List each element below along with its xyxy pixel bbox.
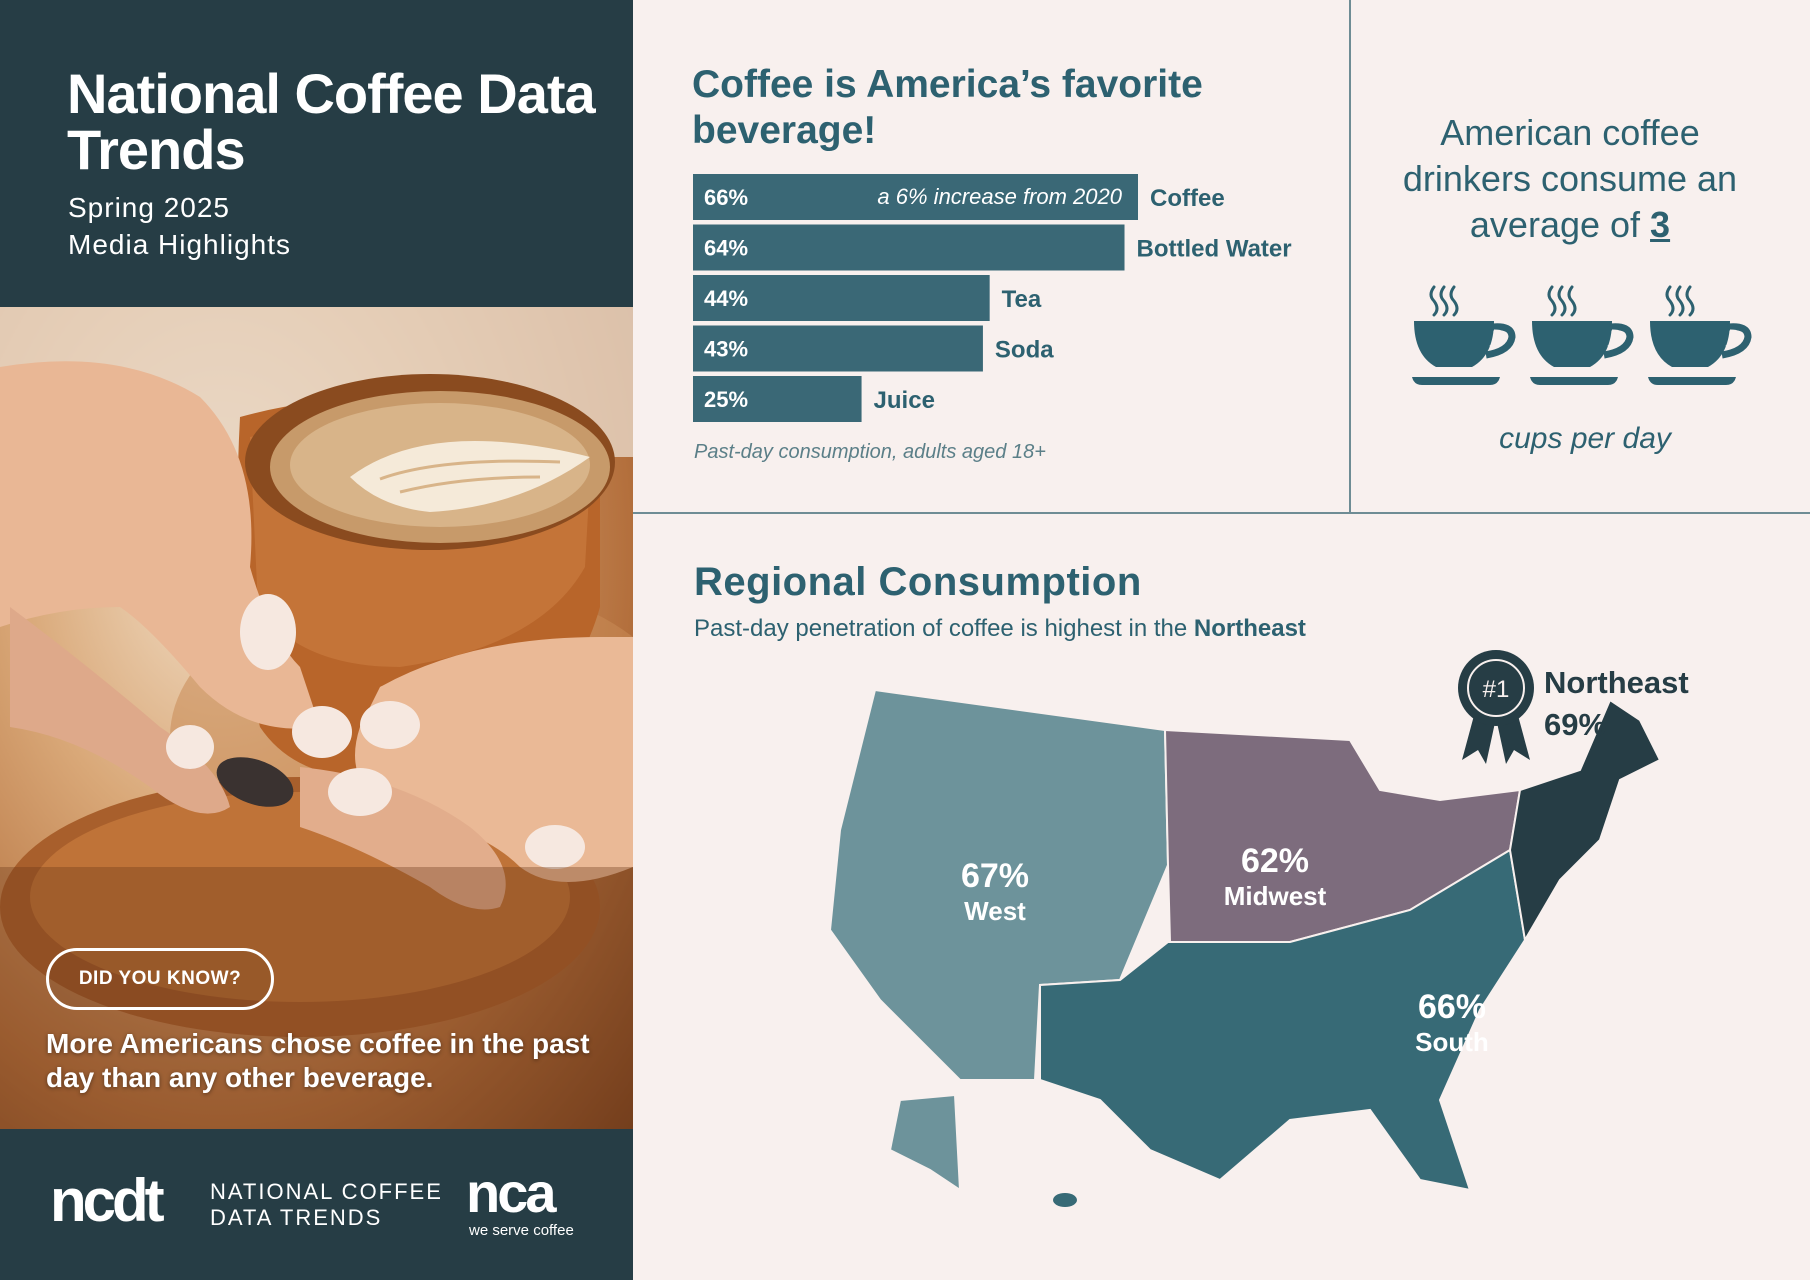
nca-tagline: we serve coffee [469,1222,574,1239]
edition-label: Media Highlights [68,229,291,260]
cups-value: 3 [1650,204,1671,245]
bar-value-label: 43% [704,337,748,362]
regional-subtitle-text: Past-day penetration of coffee is highes… [694,615,1188,642]
bar-value-label: 44% [704,286,748,311]
region-northeast [1508,698,1662,943]
northeast-name: Northeast [1544,665,1689,700]
midwest-label: 62% Midwest [1205,842,1345,912]
south-name: South [1415,1027,1489,1057]
cups-unit-label: cups per day [1499,422,1671,455]
bar-coffee [693,174,1138,220]
regional-subtitle: Past-day penetration of coffee is highes… [694,615,1306,643]
coffee-cup-icon [1530,287,1630,385]
vertical-divider [1349,0,1351,513]
beverage-chart-title: Coffee is America’s favorite beverage! [692,63,1203,152]
bar-annotation: a 6% increase from 2020 [877,184,1122,209]
page-title: National Coffee Data Trends [67,62,596,181]
ncdt-logo-mark: ncdt [50,1171,165,1231]
bar-juice [693,376,862,422]
regional-title: Regional Consumption [694,560,1142,604]
ncdt-wordmark-line1: NATIONAL COFFEE [210,1179,443,1204]
bar-value-label: 66% [704,185,748,210]
midwest-value: 62% [1240,842,1310,880]
bar-value-label: 25% [704,387,748,412]
ncdt-wordmark-line2: DATA TRENDS [210,1205,383,1230]
us-region-map [828,688,1662,1207]
region-west-alaska [888,1093,962,1192]
midwest-name: Midwest [1223,881,1327,911]
beverage-chart-footnote: Past-day consumption, adults aged 18+ [694,441,1046,463]
bar-value-label: 64% [704,236,748,261]
ncdt-wordmark: NATIONAL COFFEE DATA TRENDS [210,1179,443,1231]
rank-ribbon-icon: #1 [1458,650,1534,764]
coffee-cup-icon [1648,287,1748,385]
season-label: Spring 2025 [68,192,231,223]
bar-category-label: Bottled Water [1137,236,1292,263]
bar-category-label: Soda [995,337,1054,364]
fact-text: More Americans chose coffee in the past … [46,1028,590,1093]
west-label: 67% West [945,857,1045,927]
bar-category-label: Coffee [1150,185,1225,212]
cups-icon-row [1412,285,1762,395]
south-value: 66% [1417,988,1487,1026]
left-panel: National Coffee Data Trends Spring 2025 … [0,0,633,1280]
cups-statement: American coffee drinkers consume an aver… [1380,110,1760,248]
rank-badge-text: #1 [1483,676,1510,703]
coffee-cup-icon [1412,285,1516,385]
bar-category-label: Juice [874,387,935,414]
northeast-label: Northeast 69% [1544,662,1689,746]
bar-bottled-water [693,224,1125,271]
west-name: West [964,896,1026,926]
bar-category-label: Tea [1002,286,1042,313]
beverage-bar-chart: 66% Coffee a 6% increase from 2020 64% Bottl… [693,174,1292,422]
west-value: 67% [960,857,1030,895]
region-south-hawaii [1053,1193,1077,1207]
south-label: 66% South [1402,988,1502,1058]
horizontal-divider [633,512,1810,514]
cups-statement-text: American coffee drinkers consume an aver… [1402,112,1738,245]
bar-soda [693,325,983,372]
ncdt-logo: ncdt [50,1171,169,1231]
nca-logo: nca [466,1161,556,1224]
northeast-value: 69% [1544,707,1607,742]
regional-subtitle-highlight: Northeast [1193,615,1306,642]
coffee-cup-photo [0,307,633,1129]
region-south [1039,848,1527,1192]
footer: ncdt NATIONAL COFFEE DATA TRENDS nca we … [0,1129,633,1280]
did-you-know-badge: DID YOU KNOW? [46,948,274,1010]
bar-tea [693,275,990,321]
